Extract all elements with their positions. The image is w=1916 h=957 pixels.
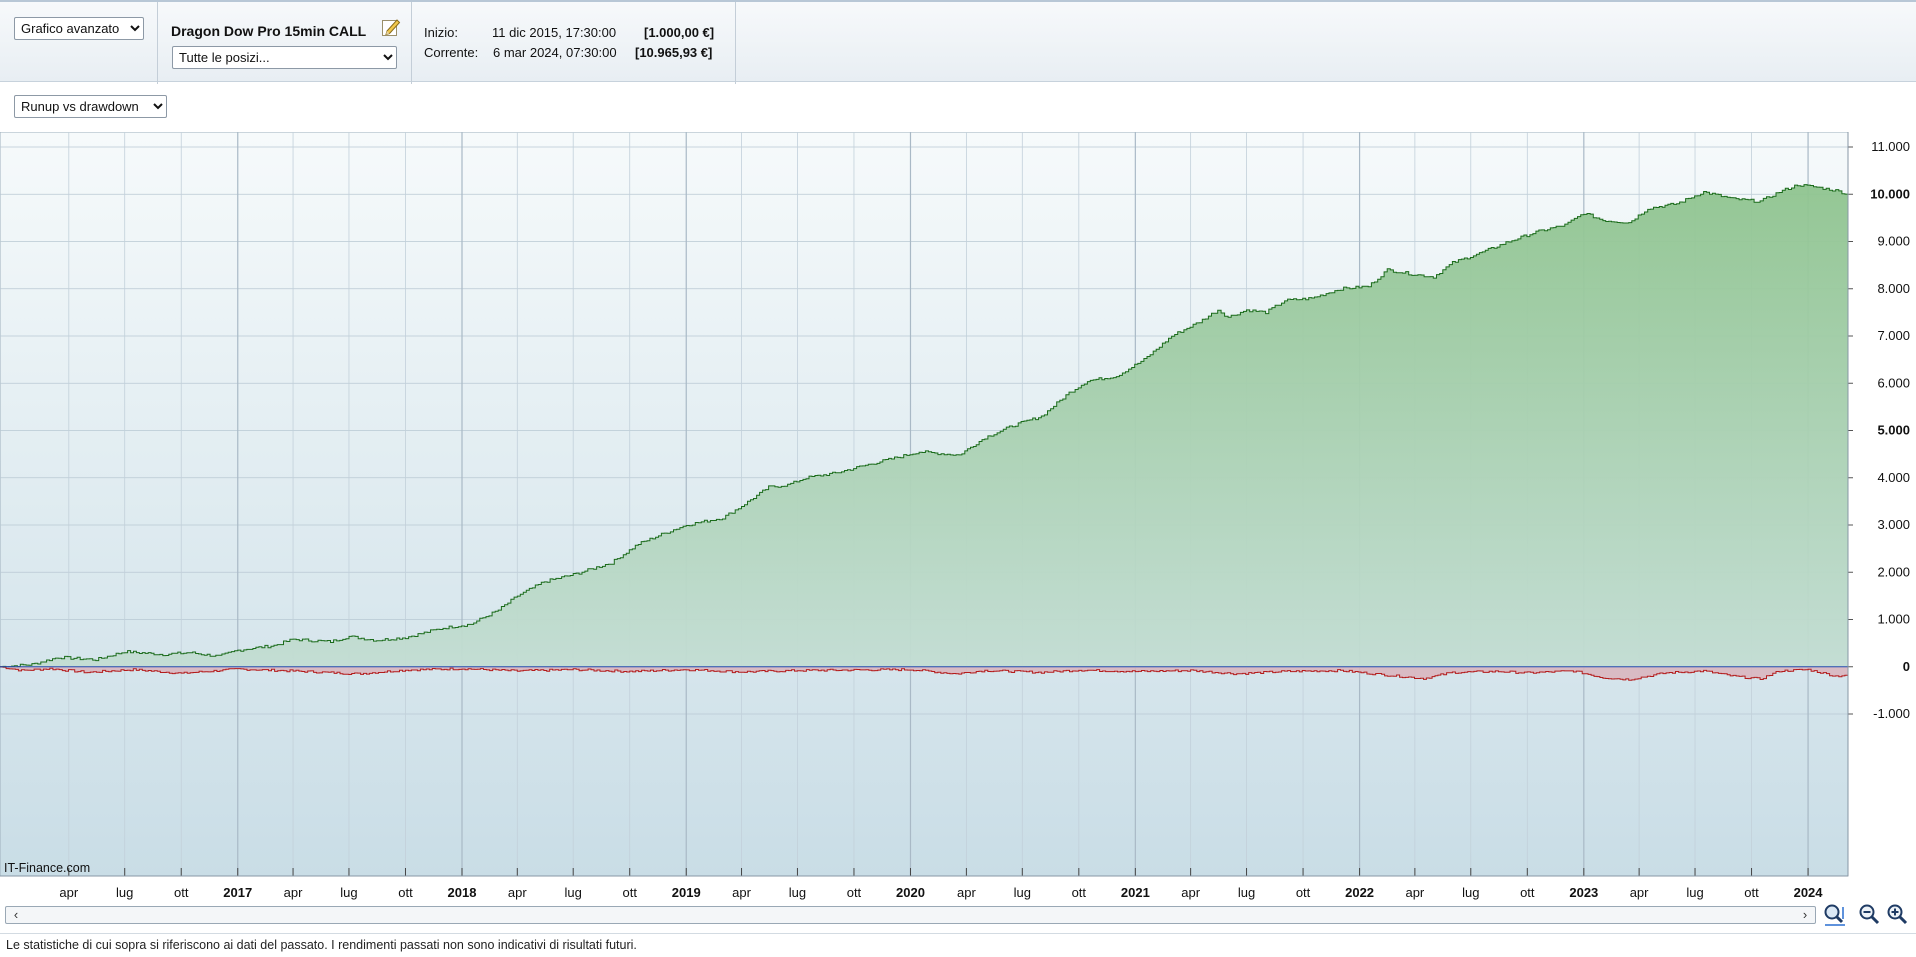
zoom-fit-icon[interactable] xyxy=(1822,903,1848,927)
x-tick-label: ott xyxy=(174,885,189,900)
zoom-in-icon[interactable] xyxy=(1885,903,1911,927)
current-amount: [10.965,93 €] xyxy=(635,45,713,60)
start-amount: [1.000,00 €] xyxy=(644,25,715,40)
x-tick-label: apr xyxy=(59,885,78,900)
strategy-name: Dragon Dow Pro 15min CALL xyxy=(171,23,367,39)
x-axis: apr lug ott 2017 apr lug ott 2018 apr lug ott 2019 a… xyxy=(0,868,1848,900)
start-label: Inizio: xyxy=(424,25,458,40)
drawdown-area xyxy=(0,666,1848,681)
x-tick-label: lug xyxy=(789,885,806,900)
chart-type-select[interactable]: Runup vs drawdown xyxy=(14,95,167,118)
x-tick-label: lug xyxy=(1686,885,1703,900)
horizontal-scrollbar[interactable]: ‹ › xyxy=(5,906,1816,924)
y-tick-label: 0 xyxy=(1903,659,1910,674)
y-axis-area xyxy=(1848,132,1916,876)
x-tick-label: ott xyxy=(1744,885,1759,900)
x-tick-label: ott xyxy=(398,885,413,900)
x-tick-label: 2021 xyxy=(1121,885,1150,900)
disclaimer-footer: Le statistiche di cui sopra si riferisco… xyxy=(0,933,1916,957)
runup-area xyxy=(0,184,1848,668)
watermark: IT-Finance.com xyxy=(4,861,90,875)
y-tick-label: 1.000 xyxy=(1877,612,1910,627)
y-tick-label: 6.000 xyxy=(1877,375,1910,390)
runup-drawdown-chart[interactable]: 11.000 10.000 9.000 8.000 7.000 6.000 5.000 4.0… xyxy=(0,132,1916,908)
y-tick-label: 3.000 xyxy=(1877,517,1910,532)
x-tick-label: apr xyxy=(732,885,751,900)
toolbar: Grafico avanzato Dragon Dow Pro 15min CA… xyxy=(0,0,1916,84)
chart-mode-select[interactable]: Grafico avanzato xyxy=(14,17,144,40)
y-tick-label: 9.000 xyxy=(1877,234,1910,249)
scroll-right-icon[interactable]: › xyxy=(1802,907,1808,922)
x-tick-label: ott xyxy=(622,885,637,900)
x-tick-label: apr xyxy=(1405,885,1424,900)
x-tick-label: lug xyxy=(1238,885,1255,900)
y-tick-label: 7.000 xyxy=(1877,328,1910,343)
y-tick-label: 5.000 xyxy=(1877,423,1910,438)
x-tick-label: 2022 xyxy=(1345,885,1374,900)
x-tick-label: 2023 xyxy=(1569,885,1598,900)
x-tick-label: ott xyxy=(1296,885,1311,900)
x-tick-label: 2020 xyxy=(896,885,925,900)
y-tick-label: 4.000 xyxy=(1877,470,1910,485)
y-tick-label: -1.000 xyxy=(1873,706,1910,721)
x-tick-label: 2017 xyxy=(223,885,252,900)
y-tick-label: 8.000 xyxy=(1877,281,1910,296)
x-tick-label: apr xyxy=(957,885,976,900)
x-tick-label: 2019 xyxy=(672,885,701,900)
x-tick-label: ott xyxy=(847,885,862,900)
drawdown-line xyxy=(0,666,1849,681)
zoom-out-icon[interactable] xyxy=(1857,903,1883,927)
series-areas xyxy=(0,184,1849,681)
toolbar-divider xyxy=(735,2,736,84)
current-date: 6 mar 2024, 07:30:00 xyxy=(493,45,617,60)
current-label: Corrente: xyxy=(424,45,479,60)
x-tick-label: 2018 xyxy=(448,885,477,900)
toolbar-divider xyxy=(157,2,158,84)
x-tick-label: lug xyxy=(1014,885,1031,900)
y-tick-label: 2.000 xyxy=(1877,564,1910,579)
x-tick-label: ott xyxy=(1520,885,1535,900)
x-tick-label: lug xyxy=(1462,885,1479,900)
runup-line xyxy=(0,184,1849,668)
pencil-edit-icon[interactable] xyxy=(381,17,401,37)
y-tick-label: 10.000 xyxy=(1870,186,1910,201)
y-axis: 11.000 10.000 9.000 8.000 7.000 6.000 5.000 4.0… xyxy=(1847,132,1910,876)
x-tick-label: apr xyxy=(1630,885,1649,900)
toolbar-divider xyxy=(411,2,412,84)
scroll-left-icon[interactable]: ‹ xyxy=(13,907,19,922)
x-tick-label: apr xyxy=(284,885,303,900)
x-tick-label: apr xyxy=(1181,885,1200,900)
y-tick-label: 11.000 xyxy=(1871,139,1910,154)
positions-select[interactable]: Tutte le posizi... xyxy=(172,46,397,69)
x-tick-label: lug xyxy=(116,885,133,900)
x-tick-label: lug xyxy=(565,885,582,900)
x-tick-label: apr xyxy=(508,885,527,900)
x-tick-label: ott xyxy=(1072,885,1087,900)
x-tick-label: lug xyxy=(340,885,357,900)
x-tick-label: 2024 xyxy=(1794,885,1824,900)
start-date: 11 dic 2015, 17:30:00 xyxy=(492,25,617,40)
